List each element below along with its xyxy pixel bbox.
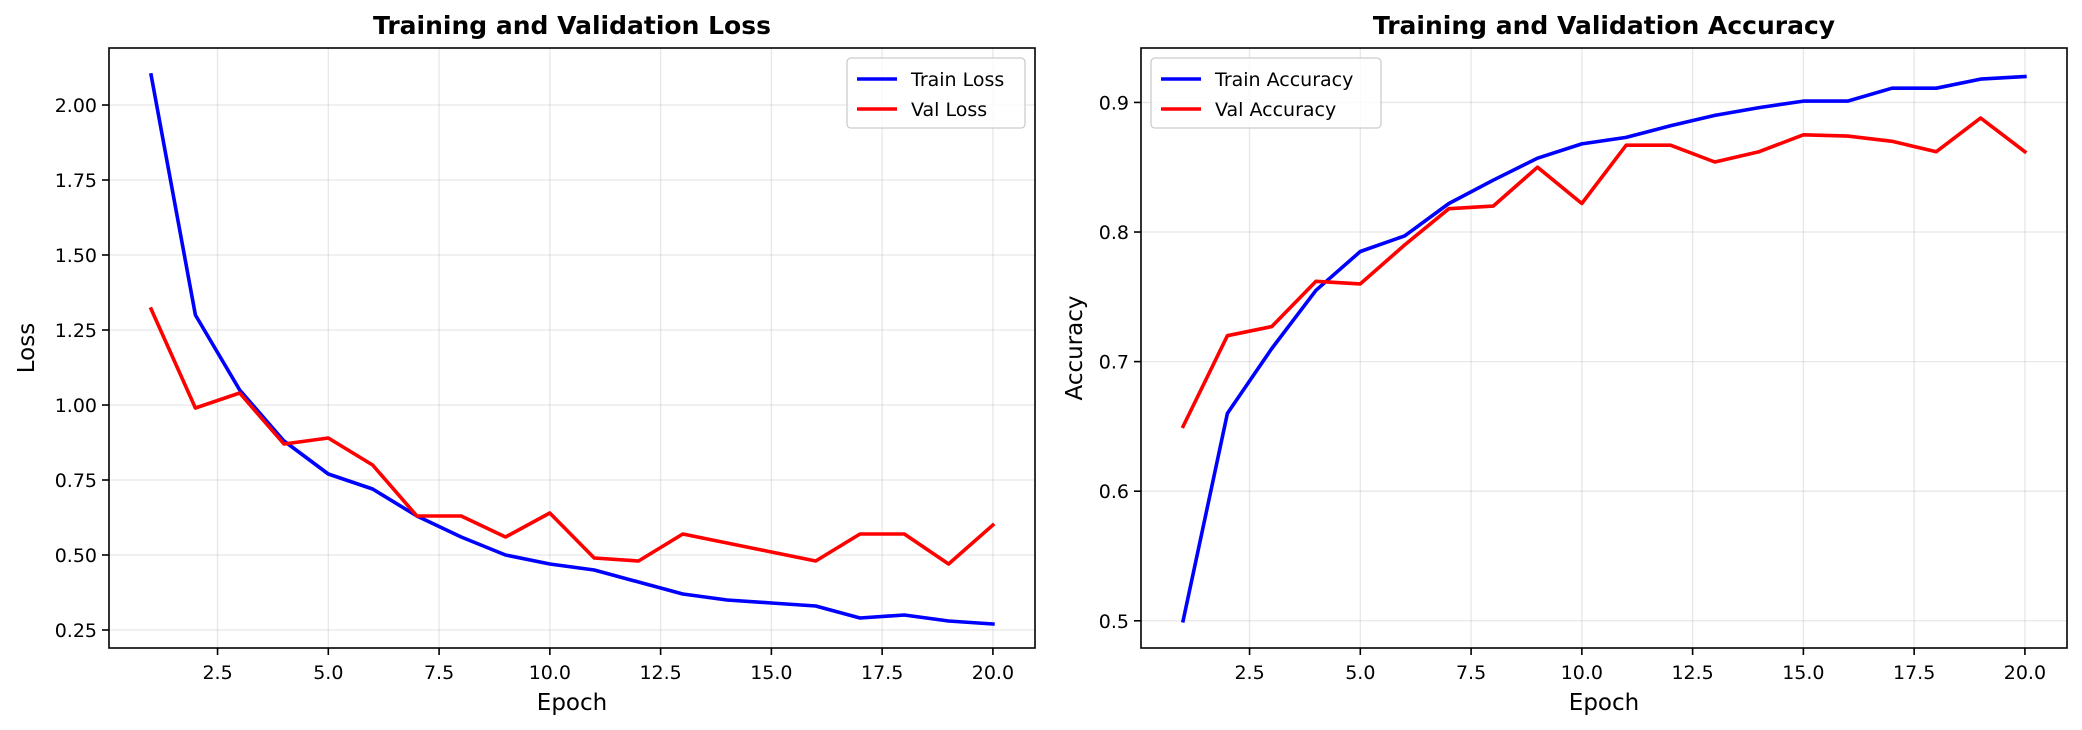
- accuracy-legend-box: [1150, 57, 1382, 129]
- accuracy-x-tick-label: 10.0: [1561, 662, 1603, 684]
- loss-x-tick-label: 17.5: [861, 662, 903, 684]
- loss-x-tick-label: 15.0: [750, 662, 792, 684]
- loss-y-tick-label: 2.00: [55, 95, 97, 117]
- loss-x-tick-label: 7.5: [424, 662, 454, 684]
- loss-plot-frame: [108, 47, 1036, 649]
- accuracy-x-tick-label: 7.5: [1456, 662, 1486, 684]
- loss-y-tick-label: 1.75: [55, 170, 97, 192]
- loss-legend-label: Val Loss: [911, 99, 987, 121]
- loss-y-tick-label: 1.50: [55, 245, 97, 267]
- accuracy-x-tick-label: 2.5: [1234, 662, 1264, 684]
- accuracy-legend-label: Val Accuracy: [1215, 99, 1336, 121]
- accuracy-series-train-accuracy: [1180, 74, 2027, 623]
- accuracy-plot-frame: [1140, 47, 2068, 649]
- accuracy-legend-label: Train Accuracy: [1214, 69, 1353, 91]
- loss-y-axis-label: Loss: [14, 323, 40, 373]
- accuracy-x-tick-label: 12.5: [1671, 662, 1713, 684]
- accuracy-series-val-accuracy: [1180, 116, 2028, 429]
- loss-y-tick-label: 0.25: [55, 620, 97, 642]
- accuracy-x-tick-label: 20.0: [2004, 662, 2046, 684]
- accuracy-y-axis-label: Accuracy: [1062, 295, 1088, 400]
- loss-series-train-loss: [149, 72, 995, 626]
- accuracy-x-tick-label: 17.5: [1893, 662, 1935, 684]
- loss-chart: 2.5 5.0 7.5 10.0 12.5 15.0 17.5 20.0 0.25 0.50 0.7…: [14, 11, 1036, 716]
- loss-legend: Train Loss Val Loss: [846, 57, 1026, 129]
- accuracy-x-axis-label: Epoch: [1569, 690, 1639, 716]
- loss-x-tick-label: 20.0: [972, 662, 1014, 684]
- accuracy-legend: Train Accuracy Val Accuracy: [1150, 57, 1382, 129]
- accuracy-x-tick-label: 15.0: [1782, 662, 1824, 684]
- loss-chart-title: Training and Validation Loss: [373, 11, 771, 40]
- accuracy-y-tick-label: 0.5: [1099, 611, 1129, 633]
- accuracy-chart: 2.5 5.0 7.5 10.0 12.5 15.0 17.5 20.0 0.5 0.6 0.7 0.…: [1062, 11, 2068, 716]
- accuracy-chart-title: Training and Validation Accuracy: [1373, 11, 1835, 40]
- loss-x-tick-label: 12.5: [639, 662, 681, 684]
- loss-legend-label: Train Loss: [910, 69, 1004, 91]
- accuracy-y-tick-label: 0.6: [1099, 481, 1129, 503]
- loss-x-tick-label: 5.0: [313, 662, 343, 684]
- accuracy-y-tick-label: 0.8: [1099, 222, 1129, 244]
- accuracy-x-tick-label: 5.0: [1345, 662, 1375, 684]
- accuracy-y-tick-label: 0.9: [1099, 92, 1129, 114]
- loss-y-tick-label: 0.50: [55, 545, 97, 567]
- loss-y-tick-label: 1.25: [55, 320, 97, 342]
- loss-series-val-loss: [148, 306, 996, 566]
- loss-x-tick-label: 10.0: [529, 662, 571, 684]
- loss-x-tick-label: 2.5: [202, 662, 232, 684]
- accuracy-y-tick-label: 0.7: [1099, 352, 1129, 374]
- loss-y-tick-label: 1.00: [55, 395, 97, 417]
- loss-x-axis-label: Epoch: [537, 690, 607, 716]
- loss-y-tick-label: 0.75: [55, 470, 97, 492]
